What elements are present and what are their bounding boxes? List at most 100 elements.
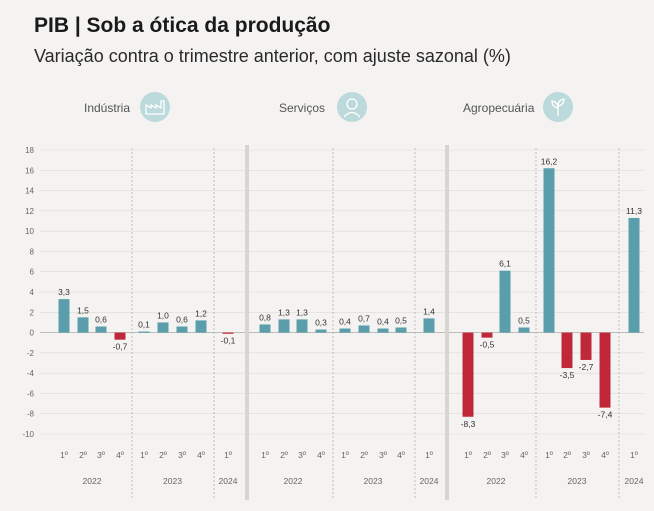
x-tick-label: 1º: [630, 450, 638, 460]
data-label: 1,0: [157, 310, 169, 320]
year-label: 2022: [487, 476, 506, 486]
panel-label-servicos: Serviços: [279, 101, 326, 115]
data-label: 6,1: [499, 259, 511, 269]
x-tick-label: 4º: [520, 450, 528, 460]
bar: [481, 332, 493, 338]
data-label: 0,7: [358, 313, 370, 323]
x-tick-label: 3º: [97, 450, 105, 460]
y-tick-label: 2: [30, 308, 35, 317]
y-tick-label: -8: [27, 410, 35, 419]
data-label: 0,6: [176, 314, 188, 324]
x-tick-label: 4º: [601, 450, 609, 460]
bar: [95, 326, 107, 333]
data-label: -8,3: [461, 419, 476, 429]
year-label: 2024: [219, 476, 238, 486]
year-label: 2024: [420, 476, 439, 486]
x-tick-label: 3º: [178, 450, 186, 460]
x-tick-label: 1º: [60, 450, 68, 460]
x-tick-label: 1º: [425, 450, 433, 460]
x-tick-label: 4º: [116, 450, 124, 460]
x-tick-label: 2º: [360, 450, 368, 460]
data-label: 1,4: [423, 306, 435, 316]
y-tick-label: -10: [22, 430, 34, 439]
x-tick-label: 2º: [159, 450, 167, 460]
bar: [138, 331, 150, 333]
bar: [599, 332, 611, 408]
data-label: 0,8: [259, 312, 271, 322]
x-tick-label: 4º: [317, 450, 325, 460]
data-label: -3,5: [560, 370, 575, 380]
data-label: -2,7: [579, 362, 594, 372]
data-label: 1,5: [77, 305, 89, 315]
bar: [543, 168, 555, 333]
x-tick-label: 2º: [483, 450, 491, 460]
x-tick-label: 1º: [464, 450, 472, 460]
bar: [358, 325, 370, 333]
data-label: 1,2: [195, 308, 207, 318]
data-label: 16,2: [541, 156, 558, 166]
bar: [580, 332, 592, 360]
x-tick-label: 2º: [280, 450, 288, 460]
bar: [395, 327, 407, 333]
y-tick-label: 6: [30, 268, 35, 277]
bar: [315, 329, 327, 333]
year-label: 2023: [568, 476, 587, 486]
data-label: 0,1: [138, 320, 150, 330]
data-label: -0,7: [113, 342, 128, 352]
year-label: 2022: [284, 476, 303, 486]
x-tick-label: 3º: [582, 450, 590, 460]
y-tick-label: -6: [27, 389, 35, 398]
x-tick-label: 3º: [379, 450, 387, 460]
y-tick-label: 18: [25, 146, 34, 155]
bar: [518, 327, 530, 333]
chart-subtitle: Variação contra o trimestre anterior, co…: [34, 46, 511, 66]
bar: [176, 326, 188, 333]
bar: [157, 322, 169, 333]
plant-icon: [543, 92, 573, 122]
x-tick-label: 3º: [298, 450, 306, 460]
data-label: -7,4: [598, 410, 613, 420]
factory-icon: [140, 92, 170, 122]
bar: [296, 319, 308, 333]
data-label: 0,4: [339, 317, 351, 327]
year-label: 2024: [625, 476, 644, 486]
bar: [499, 270, 511, 333]
bar: [423, 318, 435, 333]
data-label: 3,3: [58, 287, 70, 297]
data-label: 11,3: [626, 206, 642, 216]
data-label: -0,1: [221, 336, 236, 346]
x-tick-label: 2º: [79, 450, 87, 460]
x-tick-label: 1º: [224, 450, 232, 460]
y-tick-label: 10: [25, 227, 34, 236]
x-tick-label: 1º: [261, 450, 269, 460]
panel-label-agropecuaria: Agropecuária: [463, 101, 535, 115]
bar: [195, 320, 207, 333]
bar: [58, 299, 70, 333]
data-label: 0,6: [95, 314, 107, 324]
chart-title: PIB | Sob a ótica da produção: [34, 14, 331, 37]
panel-label-industria: Indústria: [84, 101, 131, 115]
x-tick-label: 1º: [140, 450, 148, 460]
bar: [222, 332, 234, 334]
bar: [339, 328, 351, 333]
data-label: 0,5: [395, 316, 407, 326]
year-label: 2023: [163, 476, 182, 486]
y-tick-label: 16: [25, 166, 34, 175]
x-tick-label: 4º: [197, 450, 205, 460]
bar: [628, 217, 640, 333]
bar: [278, 319, 290, 333]
data-label: 1,3: [296, 307, 308, 317]
x-tick-label: 2º: [563, 450, 571, 460]
x-tick-label: 3º: [501, 450, 509, 460]
y-tick-label: 14: [25, 187, 34, 196]
bar: [77, 317, 89, 333]
y-tick-label: 4: [30, 288, 35, 297]
data-label: -0,5: [480, 340, 495, 350]
data-label: 1,3: [278, 307, 290, 317]
bar: [114, 332, 126, 340]
bar: [561, 332, 573, 369]
x-tick-label: 1º: [341, 450, 349, 460]
person-icon: [337, 92, 367, 122]
y-tick-label: -4: [27, 369, 35, 378]
